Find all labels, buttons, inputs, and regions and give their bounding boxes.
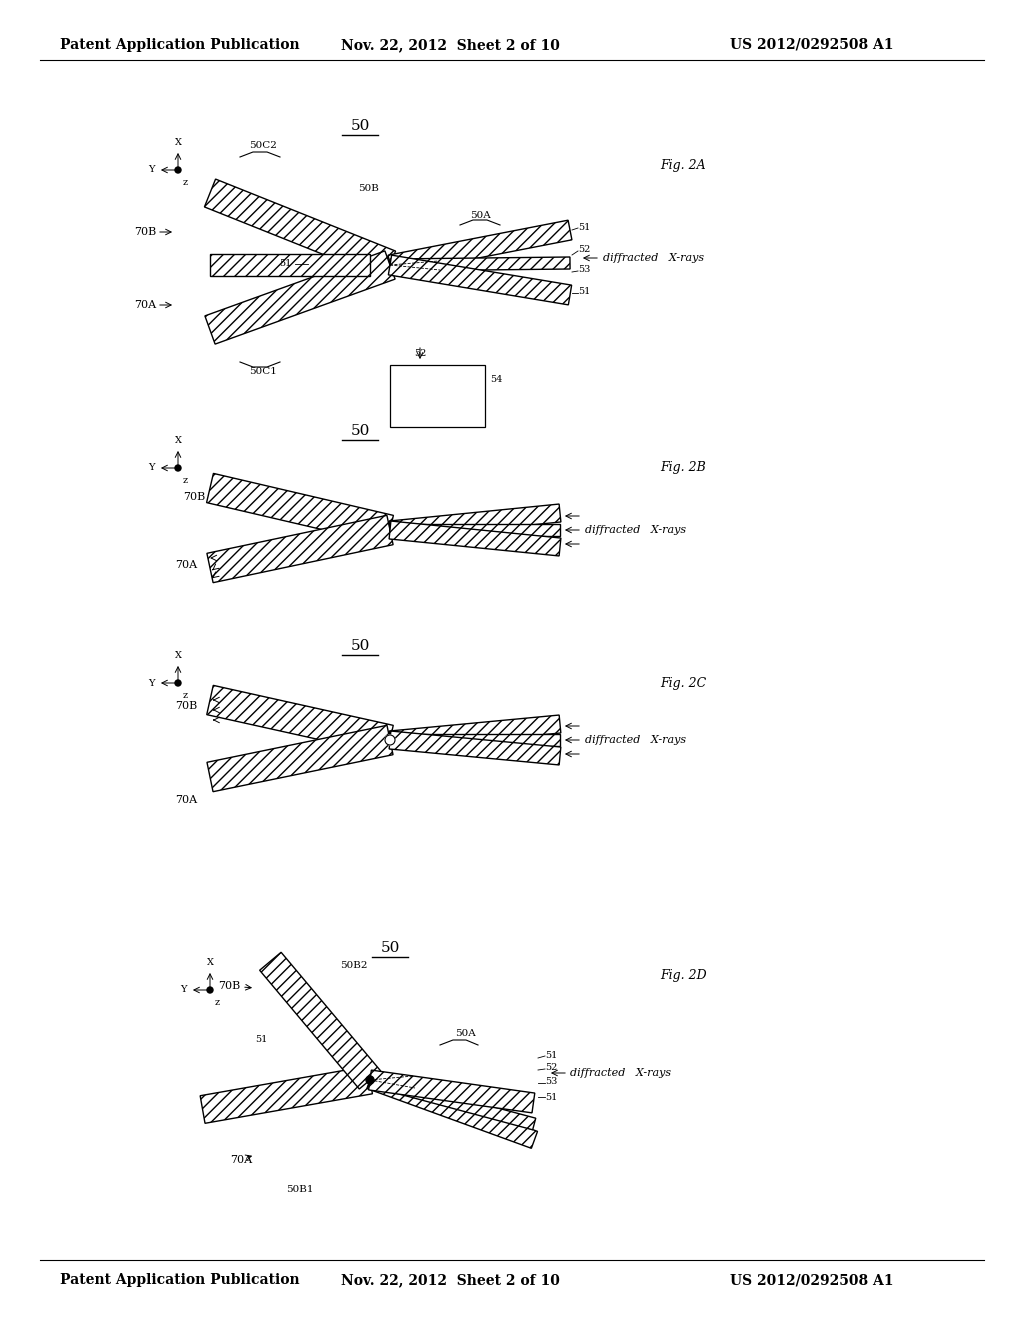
Polygon shape <box>388 220 572 275</box>
Text: Fig. 2D: Fig. 2D <box>660 969 707 982</box>
Circle shape <box>366 1076 374 1084</box>
Text: 51: 51 <box>256 1035 268 1044</box>
Text: Y: Y <box>148 678 155 688</box>
Text: 51: 51 <box>280 260 292 268</box>
Text: Fig. 2C: Fig. 2C <box>660 676 707 689</box>
Text: 52: 52 <box>545 1064 557 1072</box>
Polygon shape <box>369 1071 535 1113</box>
Text: 50: 50 <box>350 639 370 653</box>
Polygon shape <box>388 255 571 305</box>
Polygon shape <box>200 1067 373 1123</box>
Text: 50B2: 50B2 <box>340 961 368 970</box>
Text: z: z <box>215 998 220 1007</box>
Text: 51: 51 <box>545 1051 557 1060</box>
Polygon shape <box>389 731 561 766</box>
Circle shape <box>175 465 181 471</box>
Text: Patent Application Publication: Patent Application Publication <box>60 38 300 51</box>
Text: z: z <box>183 178 188 187</box>
Text: 52: 52 <box>414 348 426 358</box>
Polygon shape <box>207 515 393 582</box>
Text: 70A: 70A <box>230 1155 252 1166</box>
Text: 50C1: 50C1 <box>249 367 276 376</box>
Polygon shape <box>207 474 393 545</box>
Text: 50A: 50A <box>470 211 490 220</box>
Text: 50C2: 50C2 <box>249 141 276 150</box>
Text: 50: 50 <box>350 119 370 133</box>
Polygon shape <box>210 253 370 276</box>
Text: Y: Y <box>148 165 155 174</box>
Text: US 2012/0292508 A1: US 2012/0292508 A1 <box>730 38 894 51</box>
Polygon shape <box>389 715 561 748</box>
Text: 51: 51 <box>578 223 591 231</box>
Text: US 2012/0292508 A1: US 2012/0292508 A1 <box>730 1272 894 1287</box>
Text: 52: 52 <box>578 246 591 255</box>
Circle shape <box>175 680 181 686</box>
Text: 50B1: 50B1 <box>287 1185 313 1195</box>
Text: 70A: 70A <box>175 795 198 805</box>
Text: Patent Application Publication: Patent Application Publication <box>60 1272 300 1287</box>
Circle shape <box>207 987 213 993</box>
Text: z: z <box>183 690 188 700</box>
Polygon shape <box>367 1072 538 1148</box>
Text: Fig. 2B: Fig. 2B <box>660 462 706 474</box>
Polygon shape <box>390 524 560 536</box>
Text: Y: Y <box>148 463 155 473</box>
Text: 70A: 70A <box>134 300 156 310</box>
Text: 51: 51 <box>578 288 591 297</box>
Text: 50A: 50A <box>455 1030 476 1038</box>
Text: X: X <box>174 651 181 660</box>
Polygon shape <box>207 725 393 792</box>
Polygon shape <box>369 1074 536 1130</box>
Text: diffracted   X-rays: diffracted X-rays <box>585 525 686 535</box>
Polygon shape <box>205 180 395 279</box>
Text: Y: Y <box>180 986 187 994</box>
Text: 70B: 70B <box>182 492 205 502</box>
Text: 70B: 70B <box>218 981 240 991</box>
Text: Nov. 22, 2012  Sheet 2 of 10: Nov. 22, 2012 Sheet 2 of 10 <box>341 38 559 51</box>
Text: 51: 51 <box>545 1093 557 1101</box>
Text: 53: 53 <box>545 1077 557 1086</box>
Polygon shape <box>390 734 560 746</box>
Text: diffracted   X-rays: diffracted X-rays <box>570 1068 671 1078</box>
Text: diffracted   X-rays: diffracted X-rays <box>585 735 686 744</box>
Circle shape <box>385 735 395 744</box>
Text: 54: 54 <box>490 375 503 384</box>
Text: 53: 53 <box>578 265 591 275</box>
Text: Nov. 22, 2012  Sheet 2 of 10: Nov. 22, 2012 Sheet 2 of 10 <box>341 1272 559 1287</box>
FancyBboxPatch shape <box>390 366 485 426</box>
Text: 70A: 70A <box>175 560 198 570</box>
Text: 70B: 70B <box>175 701 198 711</box>
Text: X: X <box>207 958 213 968</box>
Circle shape <box>175 168 181 173</box>
Text: z: z <box>183 477 188 484</box>
Polygon shape <box>390 257 570 271</box>
Polygon shape <box>389 521 561 556</box>
Text: X: X <box>174 436 181 445</box>
Polygon shape <box>389 504 561 539</box>
Polygon shape <box>260 952 381 1089</box>
Text: X: X <box>174 139 181 147</box>
Text: 50: 50 <box>350 424 370 438</box>
Text: Fig. 2A: Fig. 2A <box>660 158 706 172</box>
Text: 50: 50 <box>380 941 399 954</box>
Polygon shape <box>207 685 393 755</box>
Text: 70B: 70B <box>134 227 156 238</box>
Polygon shape <box>205 251 395 345</box>
Text: 50B: 50B <box>358 183 379 193</box>
Text: diffracted   X-rays: diffracted X-rays <box>603 253 705 263</box>
